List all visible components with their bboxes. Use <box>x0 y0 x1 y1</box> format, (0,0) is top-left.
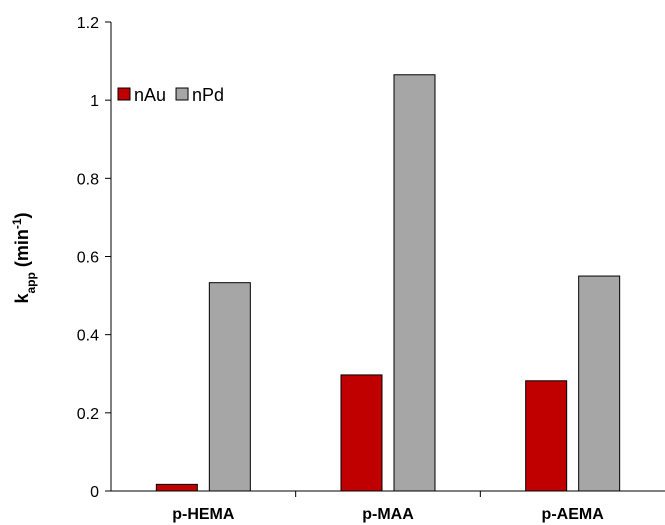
legend-swatch-nPd <box>175 87 189 101</box>
x-category-label: p-AEMA <box>542 506 605 523</box>
x-axis-categories: p-HEMA p-MAA p-AEMA <box>172 491 604 523</box>
bars <box>155 74 621 492</box>
y-tick-label: 0.2 <box>77 406 99 423</box>
y-axis-label-rest: (min <box>12 229 32 272</box>
y-tick-label: 0.4 <box>77 328 99 345</box>
y-tick-label: 0 <box>90 484 99 501</box>
bar-nPd-p-AEMA <box>578 275 621 492</box>
y-axis-label-sub: app <box>24 272 38 293</box>
y-axis-label-sup: -1 <box>10 218 24 229</box>
x-category-label: p-MAA <box>362 506 414 523</box>
x-category-label: p-HEMA <box>172 506 235 523</box>
bar-nPd-p-MAA <box>393 74 436 492</box>
y-tick-label: 1.2 <box>77 15 99 32</box>
bar-nPd-p-HEMA <box>208 282 251 492</box>
bar-nAu-p-HEMA <box>155 483 198 492</box>
y-axis-label-main: k <box>12 293 32 304</box>
y-axis-label: kapp (min-1) <box>10 212 38 303</box>
bar-nAu-p-MAA <box>340 374 383 492</box>
legend-label-nAu: nAu <box>134 85 166 105</box>
y-tick-label: 0.6 <box>77 250 99 267</box>
y-axis-label-close: ) <box>12 212 32 218</box>
legend-label-nPd: nPd <box>192 85 224 105</box>
y-tick-label: 0.8 <box>77 171 99 188</box>
svg-text:kapp (min-1): kapp (min-1) <box>10 212 38 303</box>
bar-nAu-p-AEMA <box>525 380 568 492</box>
y-axis-ticks: 0 0.2 0.4 0.6 0.8 1 1.2 <box>77 15 111 501</box>
legend: nAu nPd <box>117 85 224 105</box>
y-tick-label: 1 <box>90 93 99 110</box>
legend-swatch-nAu <box>117 87 131 101</box>
